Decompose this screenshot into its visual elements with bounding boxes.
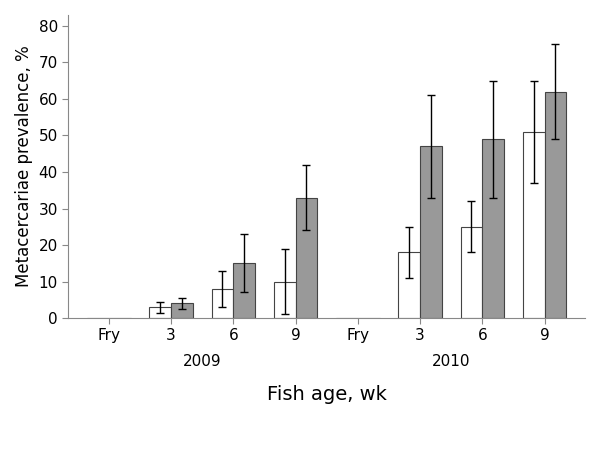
Bar [274, 281, 296, 318]
Text: 2009: 2009 [183, 355, 221, 370]
Bar [545, 91, 566, 318]
Bar [523, 132, 545, 318]
Bar [461, 227, 482, 318]
Bar [296, 197, 317, 318]
Text: Fish age, wk: Fish age, wk [267, 385, 386, 404]
Bar [398, 252, 420, 318]
Bar [233, 263, 255, 318]
Y-axis label: Metacercariae prevalence, %: Metacercariae prevalence, % [15, 45, 33, 287]
Bar [420, 146, 442, 318]
Bar [212, 289, 233, 318]
Text: 2010: 2010 [432, 355, 470, 370]
Bar [482, 139, 504, 318]
Bar [149, 307, 171, 318]
Bar [171, 303, 193, 318]
